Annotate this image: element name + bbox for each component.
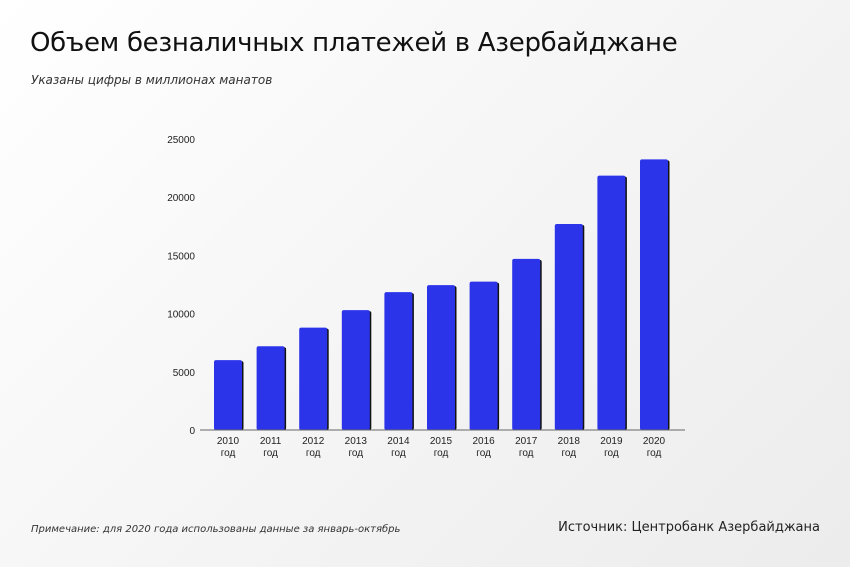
x-tick-label: 2013 год <box>345 436 368 459</box>
footnote: Примечание: для 2020 года использованы д… <box>31 524 401 535</box>
bar <box>299 327 328 430</box>
y-tick-label: 0 <box>189 426 195 437</box>
x-tick-label: 2016 год <box>472 436 495 459</box>
bar <box>512 258 541 430</box>
y-tick-label: 25000 <box>167 135 195 146</box>
x-tick-label: 2012 год <box>302 436 325 459</box>
bar <box>214 360 242 430</box>
y-tick-label: 20000 <box>167 193 195 204</box>
y-tick-label: 15000 <box>167 251 195 262</box>
bar <box>597 175 626 430</box>
bar <box>469 281 498 430</box>
bar <box>427 285 455 430</box>
source-label: Источник: Центробанк Азербайджана <box>558 520 820 535</box>
chart-subtitle: Указаны цифры в миллионах манатов <box>31 73 273 87</box>
x-tick-label: 2010 год <box>217 436 240 459</box>
x-tick-label: 2017 год <box>515 436 538 459</box>
y-tick-label: 5000 <box>173 368 196 379</box>
bar <box>640 159 668 430</box>
x-tick-label: 2011 год <box>260 436 282 459</box>
bar <box>384 292 413 430</box>
x-tick-label: 2015 год <box>430 436 453 459</box>
bar <box>554 223 583 430</box>
bar <box>341 310 370 430</box>
x-tick-label: 2020 год <box>643 436 666 459</box>
chart-title: Объем безналичных платежей в Азербайджан… <box>30 28 678 58</box>
x-tick-label: 2019 год <box>600 436 623 459</box>
y-tick-label: 10000 <box>167 310 195 321</box>
bar <box>256 346 285 430</box>
x-tick-label: 2018 год <box>558 436 581 459</box>
x-tick-label: 2014 год <box>387 436 410 459</box>
